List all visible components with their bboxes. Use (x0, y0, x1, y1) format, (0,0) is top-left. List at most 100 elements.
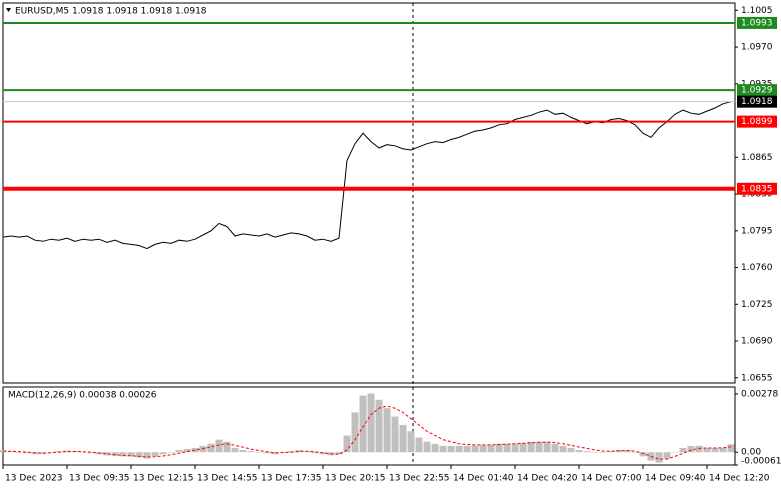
macd-bar (207, 443, 215, 453)
macd-bar (567, 448, 575, 453)
macd-bar (287, 451, 295, 453)
x-tick-label: 13 Dec 12:15 (133, 474, 194, 484)
price-panel (2, 2, 736, 384)
macd-bar (479, 444, 487, 453)
macd-bar (175, 450, 183, 453)
macd-bar (519, 442, 527, 453)
macd-bar (471, 445, 479, 453)
macd-bar (79, 452, 87, 453)
macd-bar (663, 452, 671, 459)
macd-bar (239, 450, 247, 453)
macd-bar (527, 441, 535, 453)
price-line (2, 101, 732, 250)
macd-bar (359, 395, 367, 453)
macd-bar (719, 448, 727, 453)
macd-bar (263, 452, 271, 454)
macd-bar (639, 452, 647, 457)
macd-bar (103, 452, 111, 456)
macd-bar (223, 441, 231, 453)
macd-bar (375, 399, 383, 453)
x-tick-label: 14 Dec 04:20 (517, 474, 578, 484)
x-tick-label: 13 Dec 20:15 (325, 474, 386, 484)
macd-bar (511, 443, 519, 453)
macd-bar (135, 452, 143, 458)
macd-bar (183, 449, 191, 453)
y-tick-label: 1.0795 (741, 226, 773, 236)
macd-bar (543, 441, 551, 453)
macd-bar (727, 444, 735, 453)
macd-bar (119, 452, 127, 457)
x-tick-label: 13 Dec 17:35 (261, 474, 322, 484)
macd-bar (423, 441, 431, 453)
macd-bar (231, 448, 239, 453)
macd-bar (63, 450, 71, 453)
macd-bar (623, 450, 631, 453)
macd-bar (335, 452, 343, 455)
macd-bar (551, 443, 559, 453)
y-tick-label: 1.1005 (741, 6, 773, 16)
macd-bar (367, 393, 375, 453)
macd-bar (343, 435, 351, 453)
y-tick-label: 1.0760 (741, 263, 773, 273)
macd-bar (703, 448, 711, 453)
macd-bar (167, 452, 175, 453)
macd-bar (655, 452, 663, 463)
level-label-bg (737, 95, 777, 108)
macd-bar (495, 443, 503, 453)
macd-bar (271, 452, 279, 455)
x-tick-label: 13 Dec 2023 (5, 474, 63, 484)
x-tick-label: 14 Dec 01:40 (453, 474, 514, 484)
macd-bar (15, 452, 23, 453)
panel-title: EURUSD,M5 1.0918 1.0918 1.0918 1.0918 (15, 7, 207, 17)
macd-bar (583, 451, 591, 453)
signal-line (3, 405, 732, 460)
macd-bar (311, 452, 319, 454)
macd-bar (535, 441, 543, 453)
y-tick-label: 0.00 (741, 448, 761, 458)
x-tick-label: 13 Dec 22:55 (389, 474, 450, 484)
macd-bar (111, 452, 119, 456)
macd-bar (215, 439, 223, 453)
x-tick-label: 13 Dec 09:35 (69, 474, 130, 484)
level-label-bg (737, 182, 777, 195)
level-label: 1.0929 (741, 86, 773, 96)
macd-bar (351, 412, 359, 453)
macd-bar (23, 452, 31, 454)
y-tick-label: 1.0865 (741, 153, 773, 163)
macd-bar (455, 445, 463, 453)
y-tick-label: 1.0690 (741, 337, 773, 347)
x-tick-label: 14 Dec 07:00 (581, 474, 642, 484)
macd-bar (679, 448, 687, 453)
macd-bar (599, 452, 607, 453)
macd-bar (87, 452, 95, 454)
macd-bar (407, 431, 415, 453)
macd-bar (559, 445, 567, 453)
level-label-bg (737, 115, 777, 128)
level-label: 1.0835 (741, 184, 773, 194)
macd-bar (487, 444, 495, 453)
macd-bar (47, 452, 55, 453)
macd-bar (695, 445, 703, 453)
level-label-bg (737, 84, 777, 97)
level-label-bg (737, 16, 777, 29)
macd-bar (687, 445, 695, 453)
macd-bar (143, 452, 151, 459)
y-tick-label: 0.00278 (741, 389, 778, 399)
macd-bar (711, 448, 719, 453)
macd-bar (383, 408, 391, 453)
macd-bar (503, 443, 511, 453)
macd-bar (631, 452, 639, 453)
level-label: 1.0899 (741, 117, 773, 127)
y-tick-label: 1.0970 (741, 43, 773, 53)
macd-bar (439, 445, 447, 453)
macd-bar (127, 452, 135, 457)
macd-bar (575, 450, 583, 453)
level-label: 1.0918 (741, 97, 773, 107)
macd-bar (151, 452, 159, 457)
macd-bar (55, 451, 63, 453)
macd-bar (399, 424, 407, 453)
y-tick-label: 1.0725 (741, 300, 773, 310)
panel-title: MACD(12,26,9) 0.00038 0.00026 (8, 391, 157, 401)
macd-bar (295, 450, 303, 453)
